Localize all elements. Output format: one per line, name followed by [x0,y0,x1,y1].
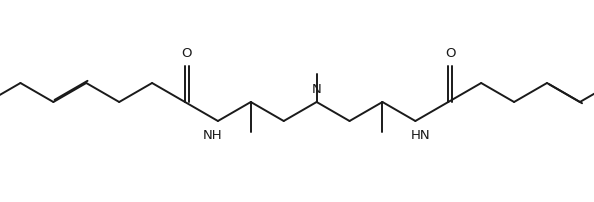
Text: NH: NH [203,129,223,142]
Text: O: O [445,47,456,60]
Text: N: N [312,83,321,96]
Text: HN: HN [410,129,430,142]
Text: O: O [182,47,192,60]
